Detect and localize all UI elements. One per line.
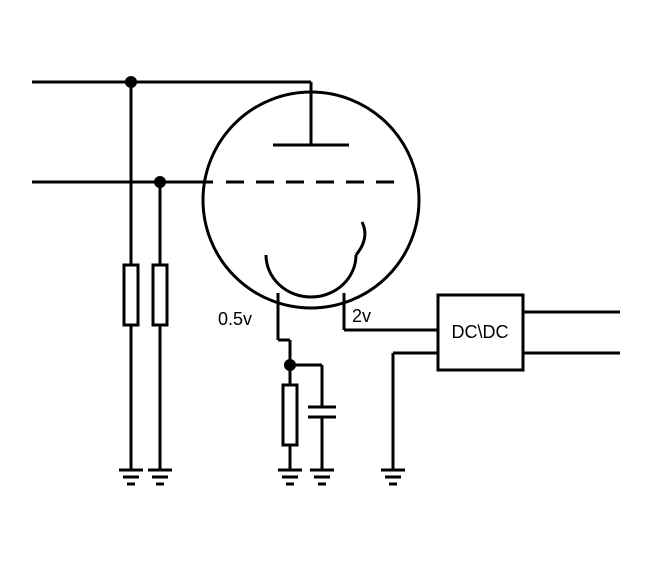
resistor-r2 — [153, 265, 167, 325]
tube-cathode-hook — [356, 222, 365, 255]
resistor-r3 — [283, 385, 297, 445]
ground-g3 — [278, 470, 302, 484]
label-cathode-right: 2v — [352, 306, 371, 326]
label-cathode-left: 0.5v — [218, 309, 252, 329]
tube-cathode — [266, 255, 356, 297]
resistor-r1 — [124, 265, 138, 325]
ground-g4 — [310, 470, 334, 484]
ground-g5 — [381, 470, 405, 484]
ground-g1 — [119, 470, 143, 484]
ground-g2 — [148, 470, 172, 484]
dcdc-label: DC\DC — [452, 322, 509, 342]
